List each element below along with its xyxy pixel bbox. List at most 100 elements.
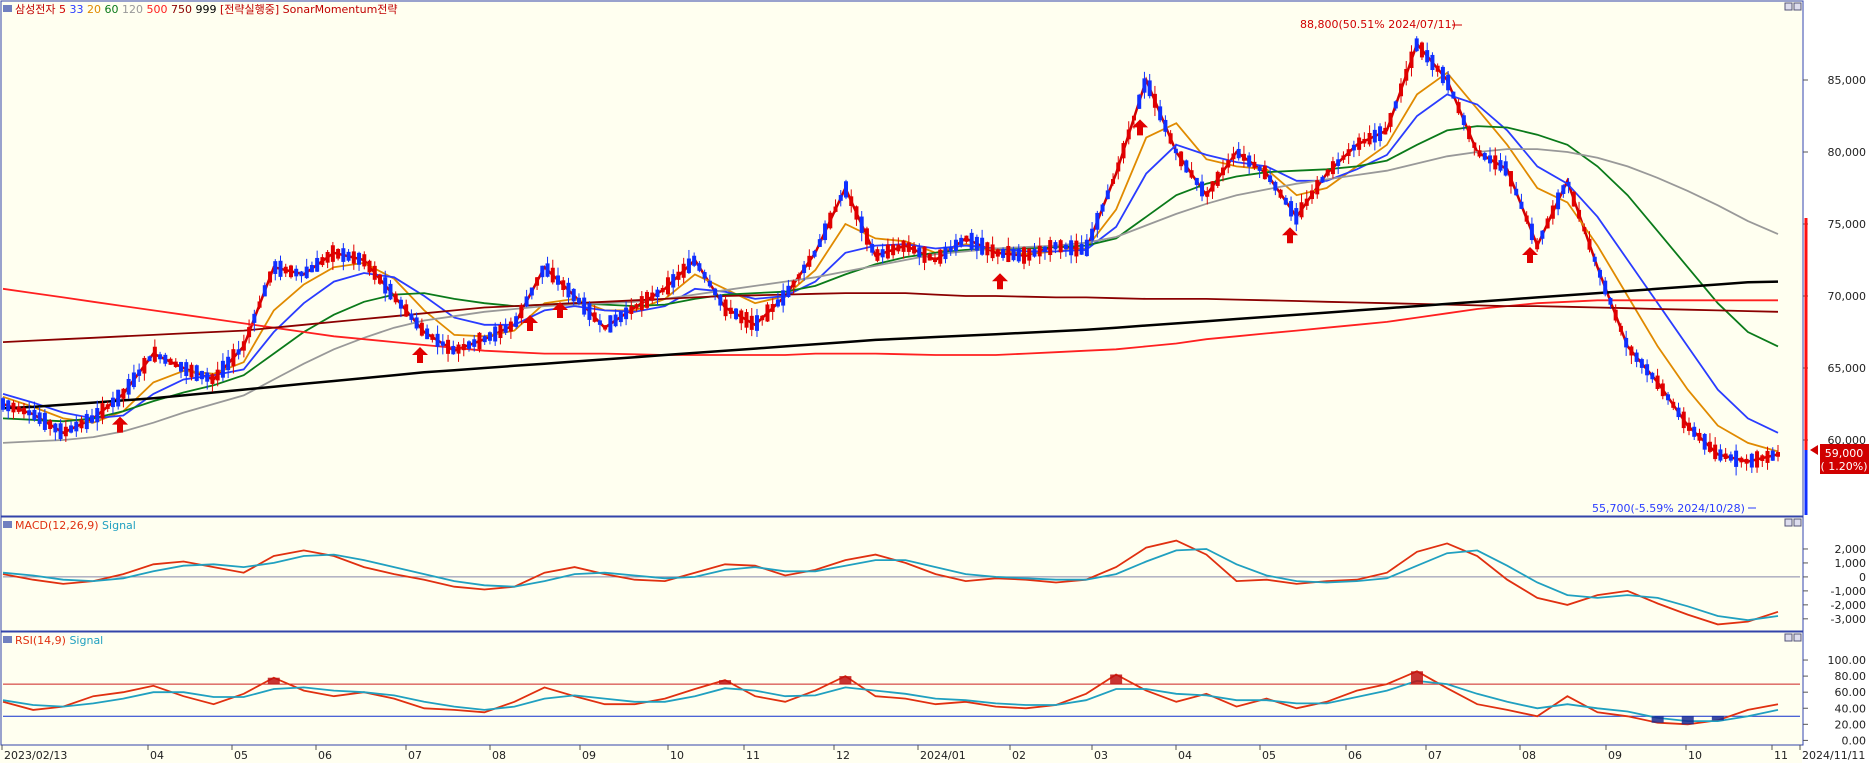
price-pane [0,0,1804,517]
y-tick-label: -1,000 [1831,585,1866,598]
legend-toggle-icon[interactable] [3,5,12,12]
candle [608,315,613,333]
rsi-legend-item: RSI(14,9) [15,634,66,647]
candle [744,312,749,328]
y-tick-label: 0 [1859,571,1866,584]
candle [1467,126,1472,140]
main-legend-item: 삼성전자 [15,3,55,16]
candle [697,263,702,271]
candle [912,245,917,254]
candle [1320,176,1325,183]
candle [1671,401,1676,408]
price-pane-controls[interactable] [1784,2,1802,11]
candle [110,397,115,408]
candle [571,288,576,302]
candle [199,370,204,380]
candle [1529,223,1534,241]
candle [540,265,545,278]
candle [398,299,403,309]
rsi-pane-controls[interactable] [1784,633,1802,642]
maximize-icon[interactable] [1793,518,1802,527]
candle [84,413,89,430]
candle [896,244,901,252]
candle [1409,51,1414,69]
candle [1383,127,1388,135]
candle [1367,132,1372,145]
rsi-legend-item: Signal [66,634,103,647]
legend-toggle-icon[interactable] [3,636,12,643]
candle [320,257,325,266]
macd-pane-controls[interactable] [1784,518,1802,527]
candle [69,425,74,433]
candle [1315,180,1320,195]
candle [906,242,911,252]
legend-toggle-icon[interactable] [3,521,12,528]
candle [1440,66,1445,84]
y-tick-label: 40.00 [1835,702,1867,715]
candle [1210,181,1215,192]
oversold-fill [1651,716,1664,723]
candle [885,244,890,259]
series-750 [2,292,1779,343]
candle [273,261,278,274]
candle [419,322,424,336]
candle [1388,113,1393,127]
candle [1760,455,1765,462]
candle [995,249,1000,257]
x-tick-label: 06 [1348,749,1362,762]
candle [754,315,759,331]
candle [828,212,833,229]
candle [100,403,105,419]
macd-legend-item: MACD(12,26,9) [15,519,99,532]
restore-icon[interactable] [1784,2,1793,11]
candle [1770,450,1775,461]
candle [545,263,550,277]
candle [377,274,382,284]
restore-icon[interactable] [1784,633,1793,642]
candle [964,235,969,242]
candle [210,374,215,384]
candle [1524,215,1529,222]
candle [1074,240,1079,257]
candle [817,239,822,247]
candle [440,341,445,346]
candle [236,349,241,355]
candle [1100,204,1105,212]
candle [1749,453,1754,468]
candle [781,290,786,306]
main-legend-item: 999 [192,3,217,16]
candle [179,361,184,372]
buy-signal-arrow-icon [992,273,1008,290]
candle [917,247,922,258]
maximize-icon[interactable] [1793,2,1802,11]
current-price: 59,000 [1825,447,1864,460]
candle [1482,152,1487,160]
candle [304,266,309,279]
candle [948,246,953,252]
candle [864,228,869,245]
y-tick-label: 2,000 [1835,543,1867,556]
candle [1168,133,1173,144]
candle [336,248,341,259]
candle [283,266,288,274]
candle [1231,153,1236,160]
candle [220,360,225,378]
buy-signal-arrow-icon [112,416,128,433]
candle [372,265,377,280]
candle [53,423,58,433]
candle [529,287,534,296]
candle [849,196,854,207]
candle [503,325,508,333]
series-500 [2,287,1778,356]
candle [1686,422,1691,431]
maximize-icon[interactable] [1793,633,1802,642]
candle [1131,115,1136,121]
candle [723,299,728,317]
candle [1294,208,1299,225]
x-tick-label: 08 [1522,749,1536,762]
candle [1650,372,1655,380]
candle [1194,177,1199,185]
candle [1022,247,1027,264]
candle [624,307,629,320]
restore-icon[interactable] [1784,518,1793,527]
